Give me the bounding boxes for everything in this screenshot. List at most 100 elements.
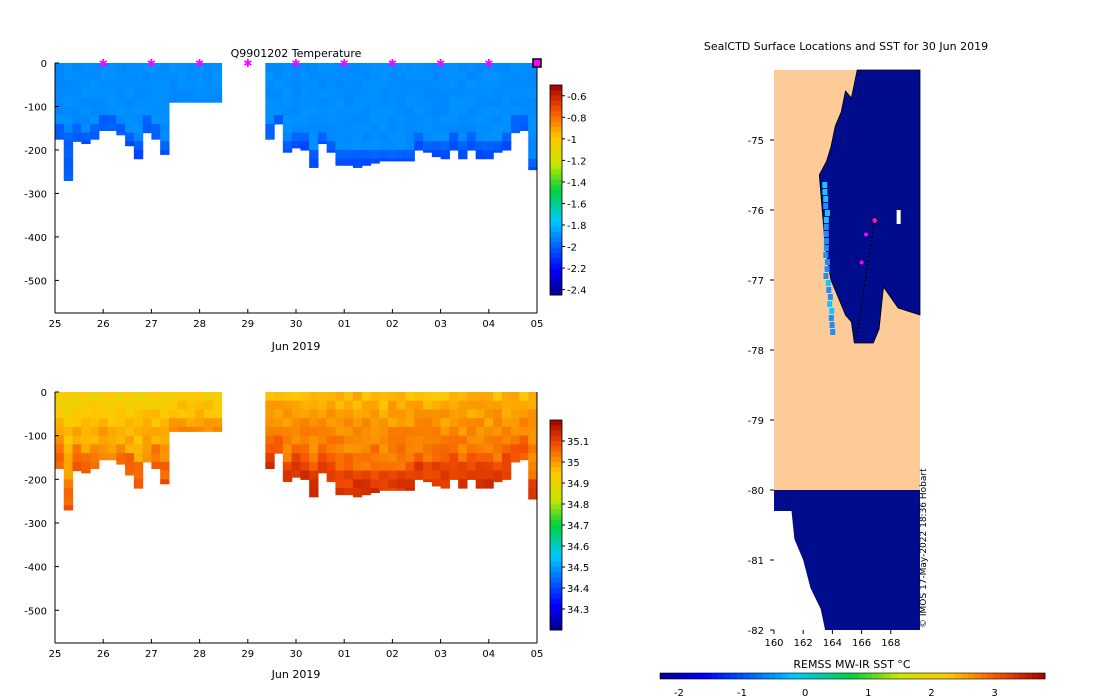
temperature-cell bbox=[519, 89, 529, 99]
salinity-cell bbox=[168, 418, 179, 428]
temperature-cell bbox=[405, 71, 415, 81]
salinity-cell bbox=[125, 409, 135, 419]
salinity-cell bbox=[265, 453, 275, 463]
sst-colorbar-swatch bbox=[980, 673, 988, 679]
salinity-cell bbox=[326, 461, 337, 472]
salinity-cell bbox=[414, 435, 424, 445]
temperature-colorbar-frame bbox=[549, 84, 563, 296]
salinity-cell bbox=[344, 488, 354, 496]
temperature-cell bbox=[142, 71, 152, 81]
temperature-cell bbox=[396, 158, 407, 162]
salinity-cell bbox=[510, 435, 521, 445]
salinity-cell bbox=[63, 505, 74, 511]
temperature-cell bbox=[160, 149, 170, 155]
temperature-cell bbox=[344, 97, 354, 108]
temperature-cell bbox=[335, 149, 345, 160]
salinity-x-tick-label: 05 bbox=[531, 649, 544, 660]
sst-pixel bbox=[824, 210, 830, 216]
salinity-cell bbox=[107, 400, 117, 411]
temperature-cell bbox=[335, 106, 345, 116]
salinity-cell bbox=[475, 453, 486, 463]
temperature-cell bbox=[142, 106, 152, 116]
temperature-cell bbox=[55, 123, 65, 134]
salinity-cell bbox=[142, 400, 152, 411]
temperature-cell bbox=[519, 97, 529, 108]
sst-pixel bbox=[826, 287, 832, 293]
salinity-cell bbox=[186, 426, 196, 432]
salinity-cell bbox=[396, 400, 407, 411]
salinity-cell bbox=[125, 435, 135, 445]
temperature-cell bbox=[501, 89, 512, 99]
salinity-cell bbox=[177, 409, 188, 419]
salinity-cell bbox=[81, 400, 91, 411]
salinity-cell bbox=[370, 435, 380, 445]
temperature-cell bbox=[98, 80, 109, 90]
temperature-cell bbox=[300, 123, 310, 134]
temperature-cell bbox=[449, 106, 459, 116]
salinity-cell bbox=[317, 461, 328, 472]
map-content bbox=[774, 69, 921, 630]
salinity-cell bbox=[125, 392, 135, 402]
temperature-cell bbox=[458, 149, 468, 160]
temperature-cell bbox=[361, 149, 372, 160]
salinity-cell bbox=[379, 453, 389, 463]
salinity-cell bbox=[352, 461, 363, 472]
sst-colorbar-swatch bbox=[743, 673, 751, 679]
temperature-cell bbox=[440, 132, 450, 142]
salinity-cell bbox=[160, 461, 170, 472]
temperature-cell bbox=[282, 80, 293, 90]
salinity-colorbar-swatch bbox=[550, 598, 562, 605]
salinity-cell bbox=[203, 400, 214, 411]
salinity-cell bbox=[300, 435, 310, 445]
salinity-cell bbox=[458, 426, 468, 437]
temperature-cell bbox=[370, 141, 380, 151]
salinity-cell bbox=[361, 461, 372, 472]
salinity-cell bbox=[370, 392, 380, 402]
temperature-cell bbox=[160, 141, 170, 151]
salinity-cell bbox=[282, 479, 293, 483]
salinity-cell bbox=[107, 426, 117, 437]
salinity-cell bbox=[361, 392, 372, 402]
salinity-cell bbox=[291, 435, 301, 445]
salinity-cell bbox=[98, 444, 109, 454]
temperature-cell bbox=[72, 63, 82, 73]
salinity-cell bbox=[466, 470, 477, 480]
salinity-cell bbox=[528, 479, 537, 489]
temperature-cell bbox=[493, 123, 503, 134]
salinity-cell bbox=[160, 392, 170, 402]
salinity-cell bbox=[142, 418, 152, 428]
temperature-cell bbox=[423, 123, 433, 134]
salinity-cell bbox=[151, 409, 161, 419]
map-title: SealCTD Surface Locations and SST for 30… bbox=[704, 40, 988, 53]
temperature-colorbar-swatch bbox=[550, 158, 562, 165]
map-y-tick-label: -80 bbox=[748, 486, 764, 497]
salinity-cell bbox=[300, 461, 310, 472]
map-y-tick-label: -75 bbox=[748, 136, 764, 147]
salinity-cell bbox=[168, 392, 179, 402]
temperature-cell bbox=[528, 97, 537, 108]
temperature-cell bbox=[388, 97, 398, 108]
salinity-cell bbox=[265, 435, 275, 445]
salinity-cell bbox=[431, 461, 442, 472]
temperature-cell bbox=[431, 132, 442, 142]
salinity-cell bbox=[55, 453, 65, 463]
temperature-cell bbox=[388, 149, 398, 160]
temperature-cell bbox=[151, 89, 161, 99]
temperature-cell bbox=[528, 89, 537, 99]
salinity-cell bbox=[107, 409, 117, 419]
salinity-cell bbox=[344, 453, 354, 463]
temperature-cell bbox=[370, 132, 380, 142]
temperature-cell bbox=[414, 141, 424, 151]
salinity-cell bbox=[63, 418, 74, 428]
temperature-cell bbox=[55, 80, 65, 90]
temperature-colorbar: -0.6 -0.8 -1 -1.2 -1.4 -1.6 -1.8 -2 -2.2 -2.4 bbox=[549, 84, 587, 297]
salinity-cell bbox=[142, 409, 152, 419]
temperature-cell bbox=[186, 89, 196, 99]
salinity-cell bbox=[388, 418, 398, 428]
salinity-cell bbox=[168, 400, 179, 411]
temperature-cell bbox=[458, 132, 468, 142]
salinity-cell bbox=[326, 444, 337, 454]
temperature-cell bbox=[265, 71, 275, 81]
salinity-cell bbox=[510, 409, 521, 419]
salinity-cell bbox=[449, 400, 459, 411]
